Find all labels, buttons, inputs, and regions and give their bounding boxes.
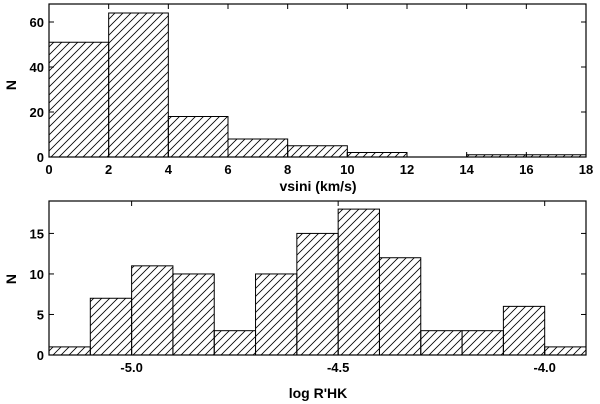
rhk-bar [296,232,339,356]
vsini-x-tick-label: 6 [224,162,231,177]
vsini-bars [48,12,587,158]
vsini-x-tick-label: 16 [519,162,533,177]
vsini-bar [287,145,348,158]
vsini-bar [346,152,408,158]
rhk-x-tick-label: -4.5 [327,360,349,375]
rhk-bar [378,257,422,356]
vsini-x-tick-label: 2 [105,162,112,177]
rhk-bar [89,297,133,356]
rhk-bar [502,305,546,356]
rhk-y-tick-label: 15 [30,226,44,241]
rhk-plot-frame [48,200,587,356]
rhk-bars [48,208,587,356]
rhk-y-axis-title: N [3,274,19,284]
vsini-plot-frame [48,3,587,158]
rhk-bar [131,265,174,356]
panel-log-rhk: -5.0 -4.5 -4.0 0 5 10 15 log R'HK N [3,200,587,401]
rhk-bar [420,330,463,356]
vsini-y-tick-label: 40 [30,60,44,75]
vsini-y-tick-label: 60 [30,15,44,30]
vsini-bar [227,138,289,158]
rhk-x-tick-label: -4.0 [533,360,555,375]
vsini-x-tick-label: 0 [45,162,52,177]
vsini-x-tick-label: 14 [459,162,474,177]
rhk-bar [337,208,380,356]
rhk-y-tick-label: 0 [37,348,44,363]
vsini-x-tick-label: 4 [165,162,173,177]
vsini-y-tick-label: 20 [30,105,44,120]
rhk-bar [544,346,587,356]
vsini-bar [167,116,229,158]
rhk-bar [255,273,298,356]
vsini-x-tick-label: 8 [284,162,291,177]
vsini-y-tick-label: 0 [37,150,44,165]
vsini-y-axis-title: N [3,80,19,90]
rhk-bar [48,346,91,356]
vsini-ticks: 0 2 4 6 8 10 12 14 16 18 0 20 40 60 [30,4,593,177]
rhk-bar [172,273,215,356]
vsini-x-tick-label: 12 [400,162,414,177]
rhk-x-axis-title: log R'HK [289,385,348,401]
rhk-x-tick-label: -5.0 [120,360,142,375]
vsini-x-tick-label: 10 [340,162,354,177]
rhk-y-tick-label: 5 [37,307,44,322]
rhk-bar [461,330,504,356]
rhk-bar [213,330,257,356]
rhk-y-tick-label: 10 [30,267,44,282]
vsini-x-tick-label: 18 [579,162,593,177]
panel-vsini: 0 2 4 6 8 10 12 14 16 18 0 20 40 60 vsini (km/s) N [3,3,593,194]
vsini-x-axis-title: vsini (km/s) [279,178,356,194]
vsini-bar [48,41,110,158]
vsini-bar [108,12,169,158]
